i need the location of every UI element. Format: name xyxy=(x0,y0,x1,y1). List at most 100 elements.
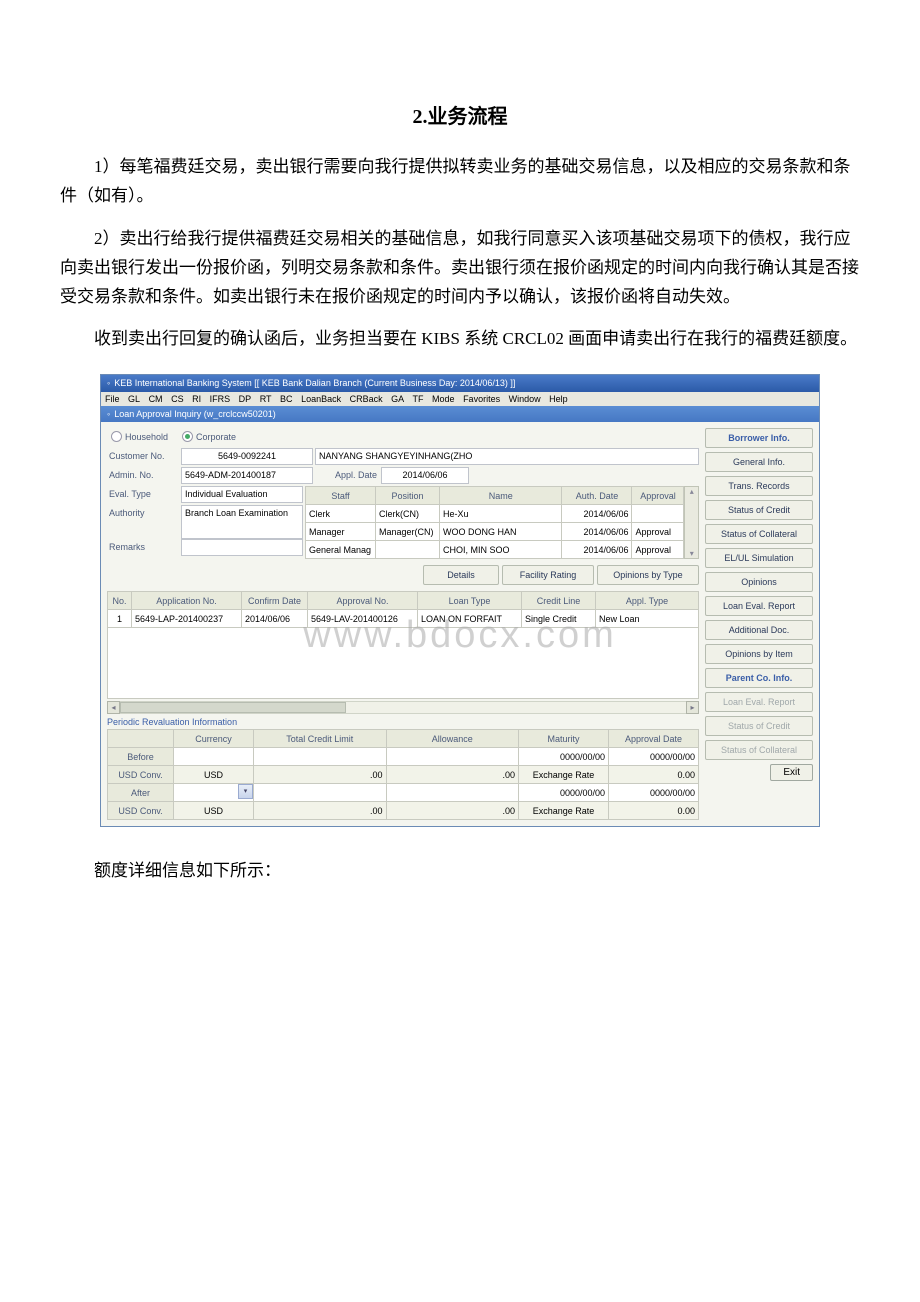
admin-no-label: Admin. No. xyxy=(107,467,179,484)
reval-col-approval-date: Approval Date xyxy=(609,730,699,748)
table-row[interactable]: Manager Manager(CN) WOO DONG HAN 2014/06… xyxy=(306,523,684,541)
details-button[interactable]: Details xyxy=(423,565,499,585)
paragraph-2: 2）卖出行给我行提供福费廷交易相关的基础信息，如我行同意买入该项基础交易项下的债… xyxy=(60,225,860,312)
loan-col-loantype: Loan Type xyxy=(418,592,522,610)
eval-type-label: Eval. Type xyxy=(107,486,179,503)
chevron-down-icon: ▾ xyxy=(238,784,253,799)
facility-rating-button[interactable]: Facility Rating xyxy=(502,565,594,585)
side-status-collateral-2[interactable]: Status of Collateral xyxy=(705,740,813,760)
menu-cm[interactable]: CM xyxy=(149,394,163,404)
authority-label: Authority xyxy=(107,505,179,537)
menu-window[interactable]: Window xyxy=(509,394,541,404)
menu-tf[interactable]: TF xyxy=(413,394,424,404)
table-row[interactable]: General Manag CHOI, MIN SOO 2014/06/06 A… xyxy=(306,541,684,559)
side-el-ul-sim[interactable]: EL/UL Simulation xyxy=(705,548,813,568)
side-loan-eval-report-2[interactable]: Loan Eval. Report xyxy=(705,692,813,712)
loan-col-approvalno: Approval No. xyxy=(308,592,418,610)
side-borrower-info[interactable]: Borrower Info. xyxy=(705,428,813,448)
menu-ri[interactable]: RI xyxy=(192,394,201,404)
table-row[interactable]: Clerk Clerk(CN) He-Xu 2014/06/06 xyxy=(306,505,684,523)
side-parent-co-info[interactable]: Parent Co. Info. xyxy=(705,668,813,688)
remarks-label: Remarks xyxy=(107,539,179,556)
reval-col-allow: Allowance xyxy=(386,730,519,748)
side-trans-records[interactable]: Trans. Records xyxy=(705,476,813,496)
loan-table: No. Application No. Confirm Date Approva… xyxy=(107,591,699,628)
staff-col-staff: Staff xyxy=(306,487,376,505)
menu-loanback[interactable]: LoanBack xyxy=(301,394,341,404)
side-general-info[interactable]: General Info. xyxy=(705,452,813,472)
staff-col-name: Name xyxy=(440,487,562,505)
loan-col-appno: Application No. xyxy=(132,592,242,610)
window-titlebar: ◦KEB International Banking System [[ KEB… xyxy=(101,375,819,392)
side-panel: Borrower Info. General Info. Trans. Reco… xyxy=(705,422,819,826)
staff-col-approval: Approval xyxy=(632,487,684,505)
remarks-field[interactable] xyxy=(181,539,303,556)
table-row[interactable]: 1 5649-LAP-201400237 2014/06/06 5649-LAV… xyxy=(108,610,699,628)
exit-button[interactable]: Exit xyxy=(770,764,813,781)
loan-table-empty-area xyxy=(107,628,699,699)
reval-col-currency: Currency xyxy=(174,730,254,748)
loan-col-no: No. xyxy=(108,592,132,610)
screenshot-container: www.bdocx.com ◦KEB International Banking… xyxy=(100,374,820,827)
table-row: Before 0000/00/00 0000/00/00 xyxy=(108,748,699,766)
menu-dp[interactable]: DP xyxy=(239,394,252,404)
table-row: After ▾ 0000/00/00 0000/00/00 xyxy=(108,784,699,802)
reval-col-limit: Total Credit Limit xyxy=(254,730,387,748)
menu-mode[interactable]: Mode xyxy=(432,394,455,404)
after-currency-select[interactable]: ▾ xyxy=(174,784,254,802)
radio-icon xyxy=(111,431,122,442)
menu-rt[interactable]: RT xyxy=(260,394,272,404)
scroll-left-icon[interactable]: ◂ xyxy=(107,701,120,714)
app-window: ◦KEB International Banking System [[ KEB… xyxy=(100,374,820,827)
paragraph-3: 收到卖出行回复的确认函后，业务担当要在 KIBS 系统 CRCL02 画面申请卖… xyxy=(60,325,860,354)
side-opinions-by-item[interactable]: Opinions by Item xyxy=(705,644,813,664)
staff-scrollbar[interactable]: ▴▾ xyxy=(684,486,699,559)
reval-section-head: Periodic Revaluation Information xyxy=(107,717,699,727)
side-additional-doc[interactable]: Additional Doc. xyxy=(705,620,813,640)
reval-table: Currency Total Credit Limit Allowance Ma… xyxy=(107,729,699,820)
opinions-by-type-button[interactable]: Opinions by Type xyxy=(597,565,699,585)
admin-no-field[interactable]: 5649-ADM-201400187 xyxy=(181,467,313,484)
menu-ga[interactable]: GA xyxy=(391,394,404,404)
menu-ifrs[interactable]: IFRS xyxy=(210,394,231,404)
menu-favorites[interactable]: Favorites xyxy=(463,394,500,404)
subheader: ◦Loan Approval Inquiry (w_crclccw50201) xyxy=(101,406,819,422)
staff-col-authdate: Auth. Date xyxy=(562,487,632,505)
paragraph-after-screenshot: 额度详细信息如下所示： xyxy=(60,857,860,886)
window-title: KEB International Banking System [[ KEB … xyxy=(114,378,515,388)
side-status-credit-2[interactable]: Status of Credit xyxy=(705,716,813,736)
menu-bc[interactable]: BC xyxy=(280,394,293,404)
authority-field[interactable]: Branch Loan Examination xyxy=(181,505,303,539)
appl-date-label: Appl. Date xyxy=(315,467,379,484)
reval-col-blank xyxy=(108,730,174,748)
page-title: 2.业务流程 xyxy=(60,100,860,129)
staff-col-position: Position xyxy=(376,487,440,505)
table-row: USD Conv. USD .00 .00 Exchange Rate 0.00 xyxy=(108,802,699,820)
side-loan-eval-report[interactable]: Loan Eval. Report xyxy=(705,596,813,616)
radio-corporate[interactable]: Corporate xyxy=(182,431,236,442)
menu-cs[interactable]: CS xyxy=(171,394,184,404)
customer-type-radios: Household Corporate xyxy=(107,428,699,448)
side-status-collateral[interactable]: Status of Collateral xyxy=(705,524,813,544)
radio-household[interactable]: Household xyxy=(111,431,168,442)
paragraph-1: 1）每笔福费廷交易，卖出银行需要向我行提供拟转卖业务的基础交易信息，以及相应的交… xyxy=(60,153,860,211)
menu-crback[interactable]: CRBack xyxy=(350,394,383,404)
radio-icon xyxy=(182,431,193,442)
menu-file[interactable]: File xyxy=(105,394,120,404)
scroll-right-icon[interactable]: ▸ xyxy=(686,701,699,714)
appl-date-field[interactable]: 2014/06/06 xyxy=(381,467,469,484)
reval-col-maturity: Maturity xyxy=(519,730,609,748)
menu-gl[interactable]: GL xyxy=(128,394,140,404)
eval-type-field[interactable]: Individual Evaluation xyxy=(181,486,303,503)
customer-no-field[interactable]: 5649-0092241 xyxy=(181,448,313,465)
loan-col-confirm: Confirm Date xyxy=(242,592,308,610)
loan-col-credit: Credit Line xyxy=(522,592,596,610)
side-opinions[interactable]: Opinions xyxy=(705,572,813,592)
side-status-credit[interactable]: Status of Credit xyxy=(705,500,813,520)
loan-hscroll[interactable]: ◂ ▸ xyxy=(107,701,699,713)
menu-help[interactable]: Help xyxy=(549,394,568,404)
table-row: USD Conv. USD .00 .00 Exchange Rate 0.00 xyxy=(108,766,699,784)
menu-bar[interactable]: File GL CM CS RI IFRS DP RT BC LoanBack … xyxy=(101,392,819,406)
customer-no-label: Customer No. xyxy=(107,448,179,465)
customer-name-field[interactable]: NANYANG SHANGYEYINHANG(ZHO xyxy=(315,448,699,465)
